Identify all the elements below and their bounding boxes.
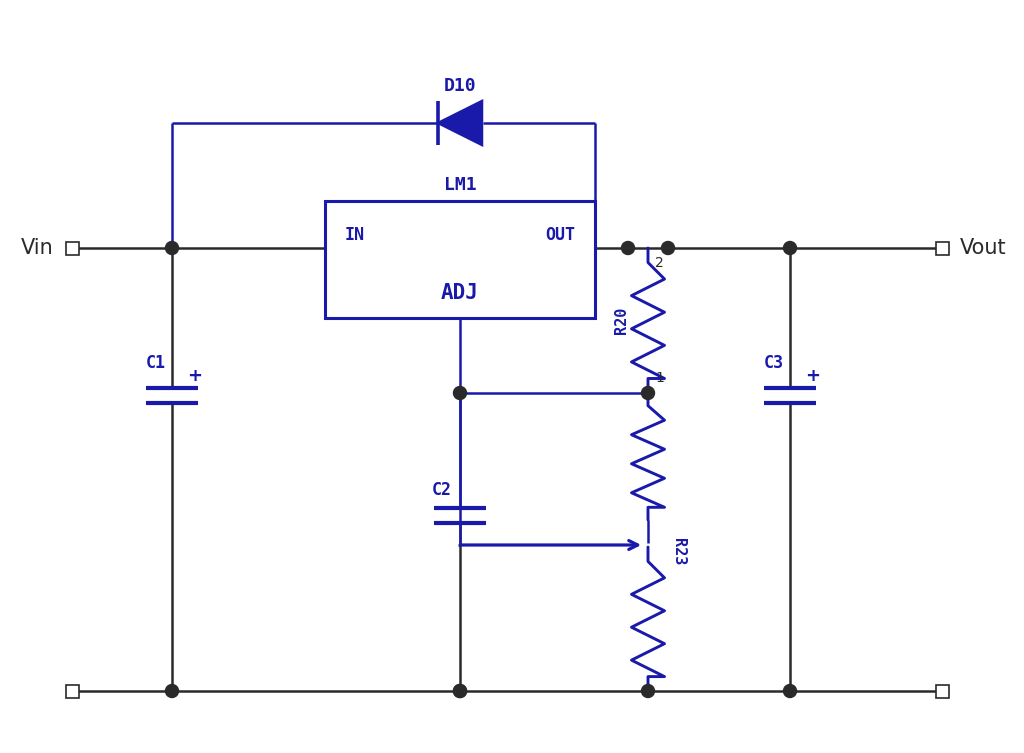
Text: IN: IN xyxy=(345,226,365,244)
Polygon shape xyxy=(438,101,482,145)
Circle shape xyxy=(783,242,797,255)
Text: D10: D10 xyxy=(443,77,476,95)
Circle shape xyxy=(622,242,635,255)
Circle shape xyxy=(454,386,467,400)
Text: R20: R20 xyxy=(613,306,629,334)
Circle shape xyxy=(641,386,654,400)
Text: 1: 1 xyxy=(655,371,664,385)
Bar xyxy=(66,242,79,255)
Circle shape xyxy=(454,684,467,697)
Bar xyxy=(936,684,948,697)
Circle shape xyxy=(454,684,467,697)
FancyBboxPatch shape xyxy=(325,201,595,318)
Bar xyxy=(66,684,79,697)
Circle shape xyxy=(641,684,654,697)
Text: +: + xyxy=(187,367,202,385)
Text: OUT: OUT xyxy=(545,226,575,244)
Text: Vout: Vout xyxy=(961,238,1007,258)
Text: 2: 2 xyxy=(655,256,664,270)
Text: C1: C1 xyxy=(146,354,166,372)
Circle shape xyxy=(783,684,797,697)
Circle shape xyxy=(166,684,178,697)
Text: ADJ: ADJ xyxy=(441,283,479,303)
Text: C3: C3 xyxy=(764,354,784,372)
Text: Vin: Vin xyxy=(22,238,54,258)
Bar xyxy=(936,242,948,255)
Text: +: + xyxy=(805,367,820,385)
Text: C2: C2 xyxy=(432,481,452,499)
Text: R23: R23 xyxy=(671,538,686,566)
Text: LM1: LM1 xyxy=(443,176,476,194)
Circle shape xyxy=(662,242,675,255)
Circle shape xyxy=(166,242,178,255)
